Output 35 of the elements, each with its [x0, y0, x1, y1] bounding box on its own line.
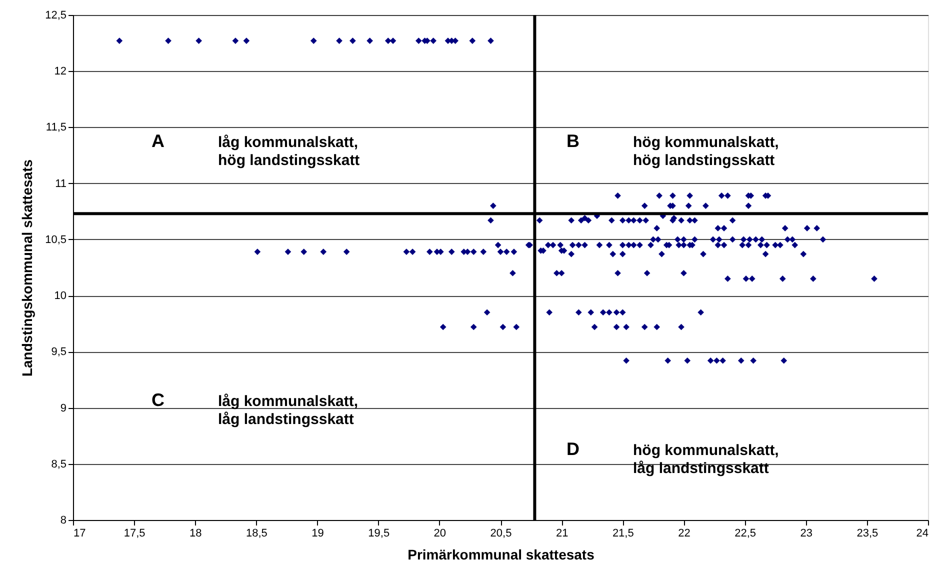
annotation: B — [566, 131, 580, 151]
x-axis-title: Primärkommunal skattesats — [408, 546, 595, 562]
x-tick-label: 19,5 — [368, 528, 390, 540]
y-axis-title: Landstingskommunal skattesats — [19, 159, 36, 377]
annotation: låg kommunalskatt, låg landstingsskatt — [218, 393, 358, 428]
y-tick-label: 9 — [60, 402, 66, 414]
y-tick-label: 11 — [55, 178, 66, 190]
y-tick-label: 10,5 — [45, 234, 66, 246]
annotation: hög kommunalskatt, hög landstingsskatt — [633, 134, 779, 169]
annotation: A — [152, 131, 164, 151]
x-tick-label: 21 — [556, 528, 568, 540]
annotation: hög kommunalskatt, låg landstingsskatt — [633, 442, 779, 477]
annotation: D — [566, 439, 580, 459]
y-tick-label: 12,5 — [45, 10, 66, 22]
x-tick-label: 18,5 — [246, 528, 268, 540]
y-tick-label: 9,5 — [51, 346, 66, 358]
annotation: C — [152, 390, 164, 410]
annotation: låg kommunalskatt, hög landstingsskatt — [218, 134, 360, 169]
x-tick-label: 18 — [190, 528, 202, 540]
x-tick-label: 22 — [678, 528, 690, 540]
x-tick-label: 21,5 — [612, 528, 634, 540]
x-tick-label: 19 — [312, 528, 324, 540]
y-tick-label: 8 — [60, 514, 66, 526]
x-tick-label: 23 — [800, 528, 812, 540]
y-tick-label: 10 — [54, 290, 66, 302]
x-tick-label: 22,5 — [734, 528, 756, 540]
x-tick-label: 20 — [434, 528, 446, 540]
x-tick-label: 23,5 — [856, 528, 878, 540]
x-tick-label: 17,5 — [124, 528, 146, 540]
y-tick-label: 12 — [54, 66, 66, 78]
x-tick-label: 24 — [916, 528, 928, 540]
y-tick-label: 8,5 — [51, 458, 66, 470]
x-tick-label: 17 — [74, 528, 86, 540]
y-tick-label: 11,5 — [46, 122, 66, 134]
x-tick-label: 20,5 — [490, 528, 512, 540]
